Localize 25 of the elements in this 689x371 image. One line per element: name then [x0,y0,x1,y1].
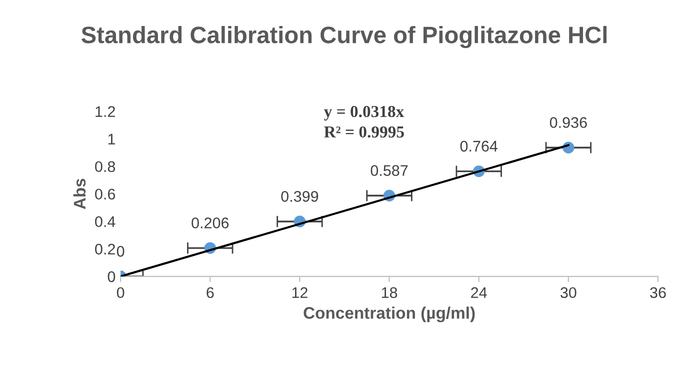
x-tick-label: 36 [650,287,666,298]
x-tick-label: 24 [471,287,487,298]
x-axis-title: Concentration (µg/ml) [304,306,475,322]
y-axis-title: Abs [73,178,86,210]
x-tick-label: 12 [292,287,308,298]
y-tick-label: 0.2 [95,244,115,255]
y-tick-label: 1.2 [96,106,115,117]
data-label: 0 [116,246,124,257]
y-tick-label: 0.6 [95,188,116,200]
x-tick-label: 18 [382,287,398,298]
data-label: 0.764 [460,140,498,152]
y-tick-label: 1 [108,134,115,144]
x-tick-label: 0 [116,287,124,298]
data-label: 0.399 [281,190,318,202]
y-tick-label: 0.8 [95,161,116,172]
x-tick-label: 30 [560,287,576,298]
x-tick-label: 6 [206,287,214,298]
data-label: 0.587 [370,165,408,176]
y-tick-label: 0 [108,271,116,282]
data-label: 0.206 [192,218,229,228]
annotation: R² = 0.9995 [324,126,404,138]
y-tick-label: 0.4 [95,216,116,228]
data-label: 0.936 [550,117,587,128]
annotation: y = 0.0318x [324,106,404,121]
chart-title: Standard Calibration Curve of Pioglitazone HCl [82,26,607,48]
